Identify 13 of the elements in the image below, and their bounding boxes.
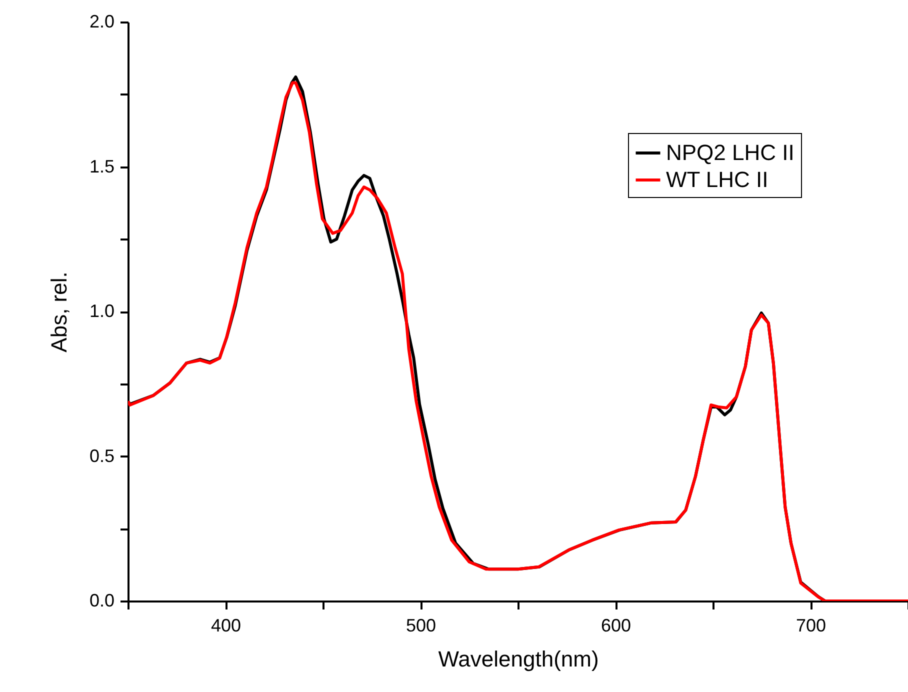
legend-label: WT LHC II xyxy=(666,167,768,192)
x-tick-label: 400 xyxy=(210,616,242,636)
y-tick-label: 1.0 xyxy=(89,301,114,321)
y-tick-label: 2.0 xyxy=(89,12,114,32)
x-tick-label: 700 xyxy=(796,616,826,636)
y-tick-label: 0.5 xyxy=(89,446,114,466)
legend-label: NPQ2 LHC II xyxy=(666,140,794,165)
x-tick-label: 600 xyxy=(600,616,632,636)
x-tick-label: 500 xyxy=(406,616,436,636)
y-tick-label: 0.0 xyxy=(89,590,114,610)
y-tick-label: 1.5 xyxy=(89,156,114,176)
y-axis-title: Abs, rel. xyxy=(46,272,72,352)
x-axis-title: Wavelength(nm) xyxy=(438,646,599,672)
